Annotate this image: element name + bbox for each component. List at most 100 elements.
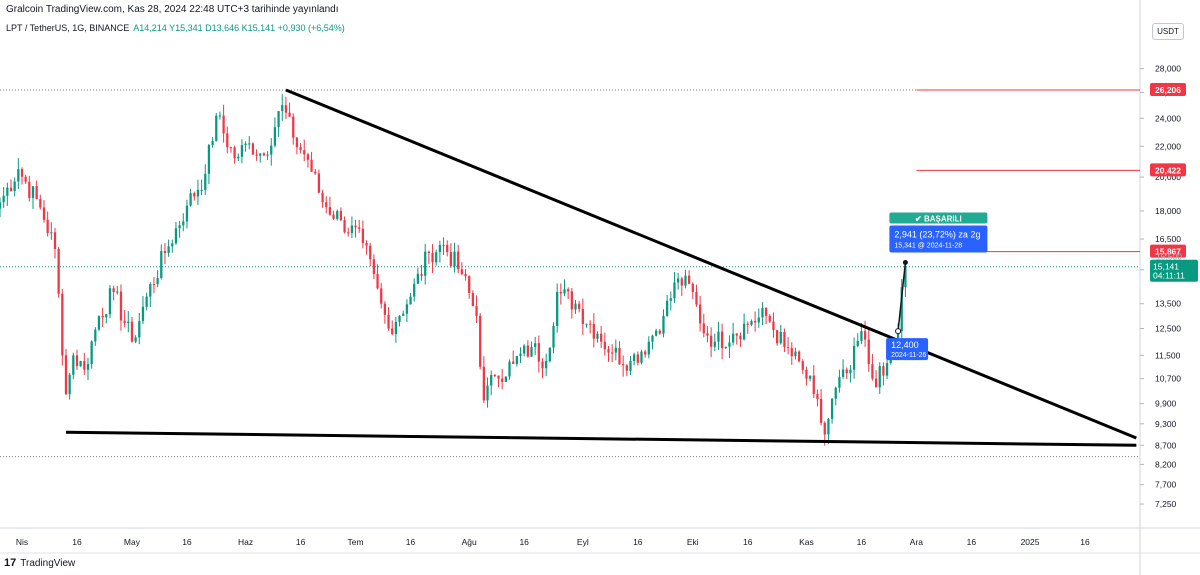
candle-body bbox=[145, 296, 148, 307]
candle-body bbox=[108, 288, 112, 315]
tradingview-footer[interactable]: 17 TradingView bbox=[4, 557, 75, 569]
currency-selector[interactable]: USDT bbox=[1152, 23, 1184, 40]
candle-body bbox=[167, 246, 170, 254]
candle-body bbox=[365, 242, 368, 246]
candle-body bbox=[284, 105, 288, 113]
ray-price-label: 26,206 bbox=[1155, 85, 1181, 95]
candle-body bbox=[174, 228, 178, 244]
candle-body bbox=[193, 193, 196, 197]
candle-body bbox=[691, 283, 694, 292]
candle-body bbox=[196, 189, 200, 197]
candle-body bbox=[801, 361, 804, 370]
candle-body bbox=[790, 347, 793, 357]
candle-body bbox=[215, 115, 218, 141]
candle-body bbox=[207, 144, 211, 174]
candle-body bbox=[625, 365, 628, 371]
candle-body bbox=[545, 361, 548, 369]
brand-name: TradingView bbox=[20, 558, 76, 569]
candle-body bbox=[97, 315, 101, 330]
candle-body bbox=[226, 133, 229, 148]
candle-body bbox=[874, 378, 878, 388]
candle-body bbox=[464, 274, 467, 277]
candle-body bbox=[761, 308, 764, 318]
candle-body bbox=[515, 356, 518, 364]
y-tick-label: 7,700 bbox=[1155, 480, 1177, 490]
candle-body bbox=[640, 351, 643, 363]
candle-body bbox=[687, 275, 691, 284]
candle-body bbox=[31, 186, 35, 198]
candle-body bbox=[841, 369, 845, 377]
candle-body bbox=[266, 154, 269, 156]
candle-body bbox=[68, 374, 71, 395]
y-tick-label: 13,500 bbox=[1155, 299, 1181, 309]
candle-body bbox=[321, 192, 324, 203]
candle-body bbox=[394, 321, 398, 335]
candle-body bbox=[779, 331, 782, 344]
candle-body bbox=[772, 321, 775, 331]
candle-body bbox=[526, 345, 529, 357]
x-tick-label: 16 bbox=[519, 537, 529, 547]
candle-body bbox=[446, 244, 449, 253]
candle-body bbox=[896, 331, 900, 342]
measure-result-line2: 15,341 @ 2024-11-28 bbox=[894, 243, 962, 250]
candle-body bbox=[449, 252, 453, 267]
candle-body bbox=[336, 211, 339, 219]
x-tick-label: 16 bbox=[743, 537, 753, 547]
candle-body bbox=[867, 339, 870, 365]
candle-body bbox=[372, 259, 376, 274]
candle-body bbox=[673, 282, 676, 299]
candle-body bbox=[724, 346, 727, 349]
measure-result-bg bbox=[889, 225, 988, 253]
bar-countdown: 04:11:11 bbox=[1153, 271, 1185, 281]
candle-body bbox=[823, 422, 826, 435]
symbol-name[interactable]: LPT / TetherUS, 1G, BINANCE bbox=[6, 23, 130, 33]
candle-body bbox=[50, 232, 53, 234]
y-tick-label: 8,200 bbox=[1155, 459, 1177, 469]
x-tick-label: Ağu bbox=[462, 537, 477, 547]
candle-body bbox=[614, 347, 617, 353]
x-tick-label: 16 bbox=[857, 537, 867, 547]
y-tick-label: 24,000 bbox=[1155, 113, 1181, 123]
candle-body bbox=[849, 369, 852, 374]
last-price-value: 15,141 bbox=[1153, 262, 1179, 272]
candle-body bbox=[277, 111, 280, 128]
candle-body bbox=[805, 369, 808, 379]
candle-body bbox=[149, 284, 152, 297]
symbol-legend[interactable]: LPT / TetherUS, 1G, BINANCE A14,214 Y15,3… bbox=[6, 23, 345, 33]
candle-body bbox=[647, 341, 650, 355]
candle-body bbox=[332, 214, 335, 219]
candle-body bbox=[39, 199, 42, 208]
candle-body bbox=[233, 147, 236, 159]
candle-body bbox=[435, 252, 438, 263]
candle-body bbox=[519, 353, 522, 357]
candle-body bbox=[141, 306, 145, 321]
candle-body bbox=[0, 202, 2, 209]
candle-body bbox=[405, 304, 409, 314]
candle-body bbox=[633, 354, 636, 362]
candle-body bbox=[479, 315, 482, 367]
candle-body bbox=[152, 284, 156, 286]
candle-body bbox=[563, 289, 566, 294]
x-tick-label: May bbox=[124, 537, 141, 547]
candle-body bbox=[310, 159, 313, 172]
candle-body bbox=[339, 211, 343, 221]
candle-body bbox=[680, 278, 683, 286]
candle-body bbox=[299, 147, 302, 151]
candle-body bbox=[501, 378, 504, 382]
candle-body bbox=[438, 245, 442, 253]
candle-body bbox=[255, 154, 258, 156]
candle-body bbox=[644, 351, 647, 355]
candle-body bbox=[358, 227, 361, 229]
candle-body bbox=[119, 291, 123, 321]
candle-body bbox=[508, 361, 511, 377]
x-tick-label: 16 bbox=[1080, 537, 1090, 547]
ray-price-label-bg bbox=[1150, 82, 1186, 96]
candle-body bbox=[295, 137, 299, 148]
candle-body bbox=[468, 276, 471, 294]
candle-body bbox=[482, 366, 485, 401]
candle-body bbox=[383, 303, 387, 315]
candle-body bbox=[808, 375, 812, 379]
candle-body bbox=[819, 398, 823, 423]
ray-price-label-bg bbox=[1150, 163, 1186, 177]
